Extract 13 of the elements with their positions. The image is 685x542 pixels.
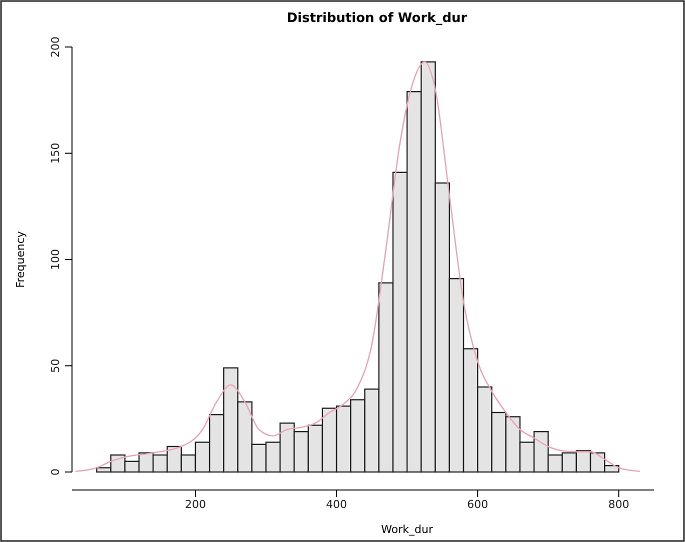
line-series: [74, 61, 641, 472]
y-tick-label: 150: [48, 142, 62, 164]
chart-title: Distribution of Work_dur: [286, 11, 468, 26]
x-tick-label: 200: [184, 498, 206, 511]
y-tick-label: 50: [48, 358, 62, 373]
y-tick-label: 100: [48, 249, 62, 270]
y-axis-title: Frequency: [14, 230, 27, 288]
x-tick-label: 400: [326, 498, 348, 511]
y-tick-label: 200: [48, 36, 62, 58]
x-tick-label: 600: [467, 498, 488, 511]
x-tick-label: 800: [608, 498, 630, 511]
y-tick-label: 0: [48, 468, 62, 476]
x-axis-title: Work_dur: [381, 523, 434, 536]
